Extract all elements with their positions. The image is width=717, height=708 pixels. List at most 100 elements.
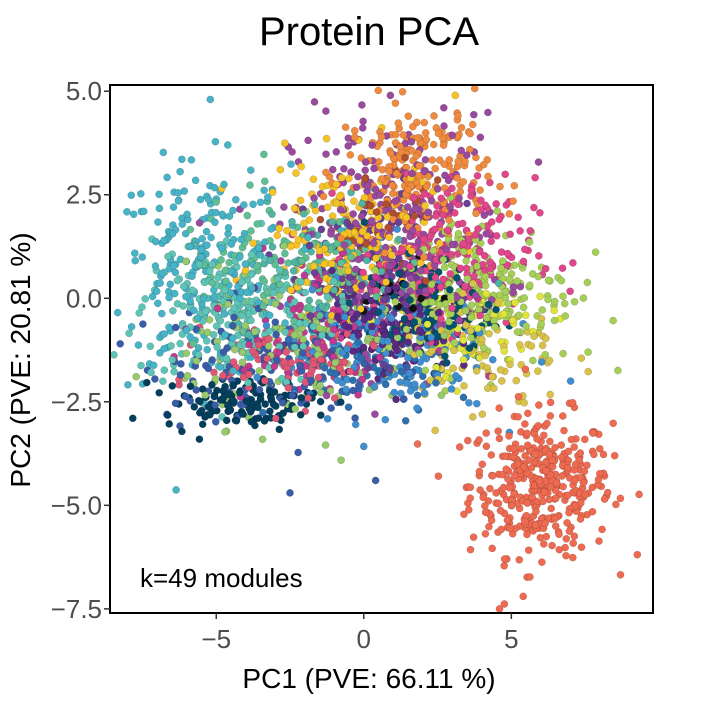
scatter-point (514, 213, 523, 222)
scatter-point (209, 330, 218, 339)
scatter-point (310, 98, 319, 106)
scatter-point (557, 453, 566, 462)
scatter-point (551, 522, 560, 530)
scatter-point (287, 242, 295, 251)
scatter-point (451, 371, 460, 380)
scatter-point (201, 307, 210, 316)
scatter-point (488, 471, 497, 480)
scatter-point (230, 345, 239, 354)
scatter-point (465, 344, 474, 353)
scatter-point (172, 486, 180, 494)
scatter-point (445, 216, 453, 224)
scatter-point (500, 347, 509, 355)
scatter-point (387, 251, 396, 260)
scatter-point (437, 391, 446, 400)
scatter-point (178, 427, 186, 436)
scatter-point (565, 527, 574, 536)
scatter-point (530, 203, 538, 212)
y-tick-label: −5.0 (51, 490, 102, 520)
scatter-point (247, 227, 255, 235)
scatter-point (406, 296, 414, 304)
scatter-point (191, 176, 200, 185)
scatter-point (381, 380, 390, 389)
scatter-point (139, 320, 147, 328)
scatter-point (260, 177, 269, 186)
scatter-point (436, 283, 445, 292)
scatter-point (358, 375, 367, 384)
scatter-point (465, 145, 474, 154)
scatter-point (433, 202, 442, 210)
scatter-point (487, 218, 496, 226)
scatter-point (576, 515, 585, 523)
scatter-point (440, 160, 449, 169)
scatter-point (466, 545, 475, 554)
scatter-point (264, 342, 273, 350)
scatter-point (411, 204, 420, 213)
scatter-point (456, 264, 465, 273)
scatter-point (294, 448, 302, 457)
scatter-point (520, 398, 529, 407)
scatter-point (558, 264, 567, 273)
scatter-point (206, 95, 215, 104)
scatter-point (500, 600, 509, 608)
scatter-point (509, 197, 517, 206)
scatter-point (480, 502, 489, 510)
scatter-point (244, 330, 253, 339)
scatter-point (176, 167, 184, 176)
scatter-point (579, 294, 588, 302)
scatter-point (320, 363, 329, 372)
scatter-point (219, 371, 227, 380)
scatter-point (520, 245, 529, 254)
y-tick-label: −7.5 (51, 594, 102, 624)
scatter-point (346, 151, 355, 159)
scatter-point (583, 278, 592, 287)
scatter-point (448, 304, 456, 312)
scatter-point (212, 198, 220, 206)
scatter-point (519, 303, 528, 312)
scatter-point (570, 443, 579, 451)
scatter-point (152, 287, 161, 296)
scatter-point (476, 311, 485, 320)
scatter-point (244, 234, 253, 242)
scatter-point (258, 435, 267, 444)
scatter-point (534, 272, 543, 281)
scatter-point (362, 240, 370, 248)
scatter-point (304, 394, 313, 403)
scatter-point (247, 417, 256, 426)
scatter-point (253, 373, 261, 382)
scatter-point (261, 400, 270, 408)
scatter-point (439, 275, 448, 284)
scatter-point (221, 331, 229, 339)
scatter-point (310, 200, 319, 209)
scatter-point (377, 132, 386, 141)
scatter-point (186, 242, 195, 251)
scatter-point (401, 153, 409, 162)
scatter-point (541, 350, 550, 359)
scatter-point (506, 524, 514, 533)
scatter-point (372, 254, 380, 263)
scatter-point (332, 199, 341, 208)
scatter-point (237, 235, 246, 244)
scatter-point (384, 286, 392, 294)
scatter-point (238, 278, 246, 287)
scatter-point (538, 341, 547, 350)
scatter-point (335, 192, 344, 201)
scatter-point (559, 292, 567, 301)
scatter-point (398, 245, 407, 254)
scatter-point (317, 225, 326, 234)
scatter-point (304, 136, 312, 145)
scatter-point (368, 279, 377, 288)
scatter-point (552, 479, 561, 488)
scatter-point (189, 339, 198, 348)
scatter-point (227, 240, 236, 248)
scatter-point (247, 297, 256, 306)
scatter-point (538, 306, 547, 314)
scatter-point (447, 250, 456, 259)
scatter-point (494, 499, 503, 508)
scatter-point (367, 296, 376, 305)
scatter-point (276, 280, 284, 289)
scatter-point (399, 131, 408, 139)
scatter-point (559, 482, 567, 491)
scatter-point (359, 117, 367, 126)
scatter-point (407, 247, 416, 256)
